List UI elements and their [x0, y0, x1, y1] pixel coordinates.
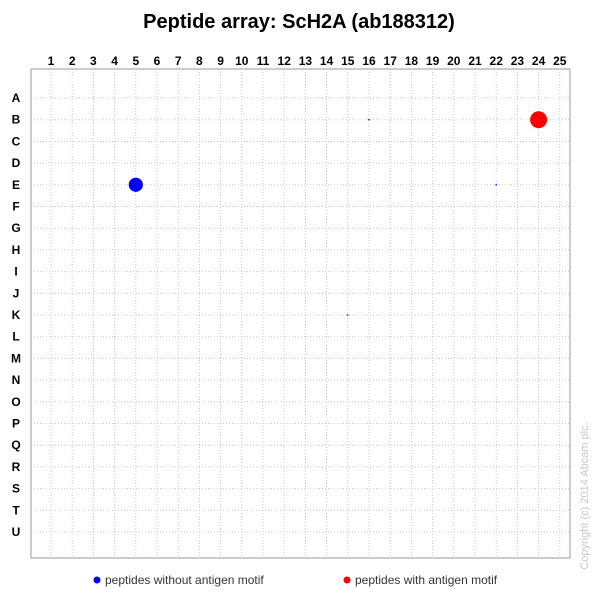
plot-area [30, 68, 571, 559]
x-tick-label-19: 19 [426, 54, 440, 68]
y-tick-label-L: L [12, 330, 19, 344]
x-tick-label-3: 3 [90, 54, 97, 68]
x-tick-label-7: 7 [175, 54, 182, 68]
x-tick-label-20: 20 [447, 54, 461, 68]
x-tick-label-10: 10 [235, 54, 249, 68]
legend: peptides without antigen motif peptides w… [93, 573, 498, 587]
legend-label-2: peptides with antigen motif [355, 573, 498, 587]
legend-marker-1 [93, 576, 101, 584]
y-tick-label-P: P [12, 417, 20, 431]
x-tick-label-15: 15 [341, 54, 355, 68]
y-tick-label-H: H [12, 243, 21, 257]
y-tick-label-F: F [12, 200, 19, 214]
y-tick-label-E: E [12, 178, 20, 192]
x-tick-label-6: 6 [154, 54, 161, 68]
y-tick-label-J: J [13, 286, 20, 300]
y-tick-label-U: U [12, 525, 21, 539]
y-tick-label-N: N [12, 373, 21, 387]
legend-marker-2 [343, 576, 351, 584]
x-tick-label-17: 17 [384, 54, 398, 68]
legend-item-2: peptides with antigen motif [343, 573, 498, 587]
x-tick-label-11: 11 [257, 54, 270, 68]
data-points [128, 111, 548, 316]
x-tick-label-25: 25 [553, 54, 567, 68]
y-tick-label-I: I [14, 265, 17, 279]
x-tick-label-12: 12 [278, 54, 292, 68]
grid-lines [31, 69, 570, 558]
x-tick-label-2: 2 [69, 54, 76, 68]
x-tick-label-4: 4 [111, 54, 118, 68]
x-tick-label-16: 16 [362, 54, 376, 68]
y-tick-label-T: T [12, 503, 20, 517]
y-tick-label-G: G [11, 221, 20, 235]
y-tick-label-R: R [12, 460, 21, 474]
x-tick-label-8: 8 [196, 54, 203, 68]
y-tick-label-A: A [12, 91, 21, 105]
data-point-E22 [495, 184, 498, 186]
legend-label-1: peptides without antigen motif [105, 573, 264, 587]
x-axis-tick-labels: 1 2 3 4 5 6 7 8 9 10 11 12 13 14 15 16 17 18 19 20 21 22 23 24 2… [48, 54, 567, 68]
y-tick-label-B: B [12, 113, 21, 127]
x-tick-label-18: 18 [405, 54, 419, 68]
y-tick-label-Q: Q [11, 438, 20, 452]
data-point-B24 [530, 111, 548, 129]
y-tick-label-S: S [12, 482, 20, 496]
x-tick-label-24: 24 [532, 54, 546, 68]
data-point-E5 [128, 177, 143, 192]
copyright-text: Copyright (c) 2014 Abcam plc. [579, 422, 591, 569]
y-tick-label-M: M [11, 351, 21, 365]
data-point-K15 [347, 314, 349, 316]
x-tick-label-1: 1 [48, 54, 55, 68]
x-tick-label-21: 21 [468, 54, 482, 68]
x-tick-label-9: 9 [217, 54, 224, 68]
x-tick-label-23: 23 [511, 54, 525, 68]
x-tick-label-5: 5 [132, 54, 139, 68]
y-tick-label-K: K [12, 308, 21, 322]
data-point-B16 [368, 118, 370, 121]
y-tick-label-O: O [11, 395, 20, 409]
y-tick-label-D: D [12, 156, 21, 170]
chart-title: Peptide array: ScH2A (ab188312) [143, 11, 455, 33]
x-tick-label-14: 14 [320, 54, 334, 68]
x-tick-label-13: 13 [299, 54, 313, 68]
legend-item-1: peptides without antigen motif [93, 573, 264, 587]
y-tick-label-C: C [12, 134, 21, 148]
x-tick-label-22: 22 [490, 54, 504, 68]
